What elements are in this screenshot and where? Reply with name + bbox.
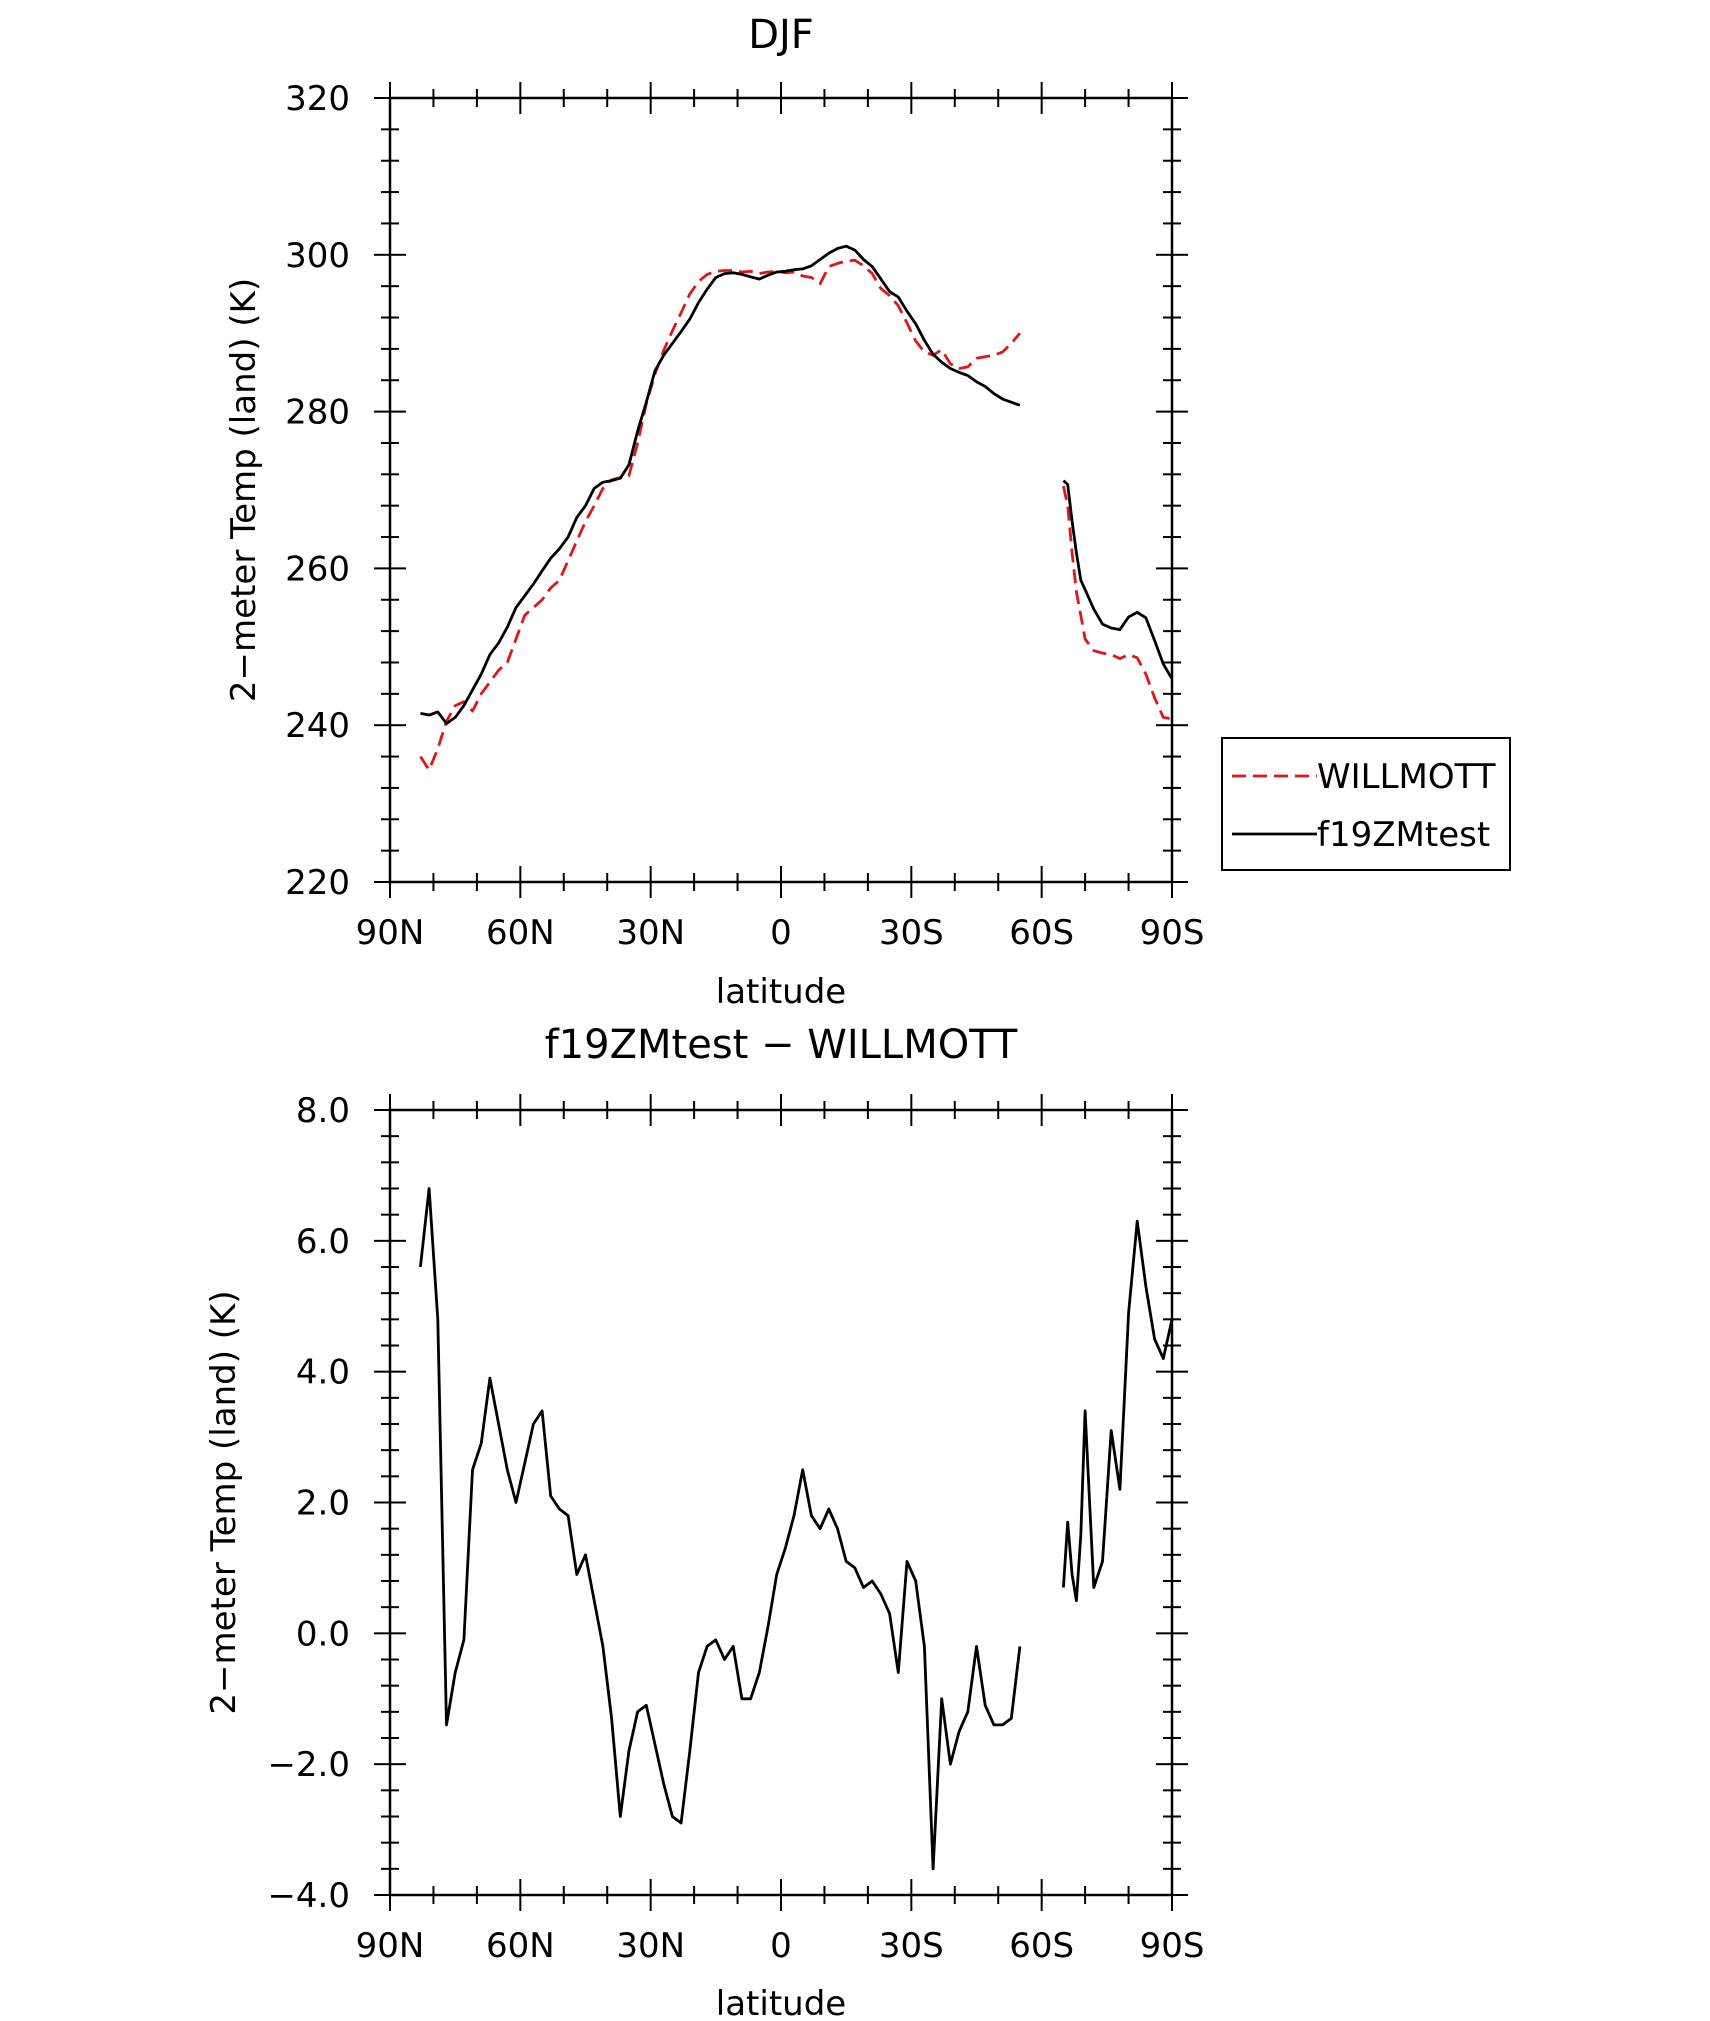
x-tick-label: 30S [879, 913, 944, 953]
x-tick-label: 60S [1009, 1926, 1074, 1966]
y-tick-label: 2.0 [296, 1484, 350, 1524]
x-tick-label: 30N [616, 913, 685, 953]
series-line-difference [419, 1187, 1022, 1871]
y-tick-label: −2.0 [267, 1745, 350, 1785]
x-tick-label: 60N [486, 913, 555, 953]
x-tick-label: 30S [879, 1926, 944, 1966]
series-line-f19zmtest [1062, 479, 1174, 680]
x-tick-label: 60S [1009, 913, 1074, 953]
chart-title: DJF [748, 12, 814, 58]
x-axis-title: latitude [716, 1984, 846, 2021]
bottom-difference-panel: f19ZMtest − WILLMOTT 90N 60N 30N 0 30S 60S 90S −… [204, 1022, 1204, 2021]
y-tick-label: 260 [285, 549, 350, 589]
x-tick-label: 90N [356, 913, 425, 953]
top-temperature-panel: DJF 90N 60N 30N 0 30S 60S 90S 220 240 260 280 300 320… [224, 12, 1511, 1012]
y-tick-label: 280 [285, 393, 350, 433]
y-tick-label: 300 [285, 236, 350, 276]
x-tick-label: 90S [1140, 913, 1205, 953]
legend-label: WILLMOTT [1317, 757, 1496, 797]
plot-frame [388, 96, 1174, 884]
x-axis-title: latitude [716, 972, 846, 1012]
chart-title: f19ZMtest − WILLMOTT [545, 1022, 1018, 1068]
y-axis-title: 2−meter Temp (land) (K) [204, 1290, 244, 1714]
x-tick-label: 0 [770, 1926, 792, 1966]
legend-box [1221, 737, 1511, 871]
y-axis-title: 2−meter Temp (land) (K) [224, 278, 264, 702]
x-tick-label: 90N [356, 1926, 425, 1966]
series-line-willmott [419, 258, 1021, 772]
y-tick-label: −4.0 [267, 1876, 350, 1916]
series-line-willmott [1062, 485, 1173, 721]
y-tick-label: 4.0 [296, 1353, 350, 1393]
x-tick-label: 0 [770, 913, 792, 953]
y-tick-label: 320 [285, 79, 350, 119]
plot-frame [388, 1108, 1174, 1897]
series-line-difference [1062, 1219, 1174, 1602]
x-tick-label: 60N [486, 1926, 555, 1966]
x-tick-label: 30N [616, 1926, 685, 1966]
y-tick-label: 6.0 [296, 1222, 350, 1262]
y-tick-label: 8.0 [296, 1091, 350, 1131]
series-line-f19zmtest [420, 244, 1021, 725]
legend-label: f19ZMtest [1317, 815, 1490, 855]
y-tick-label: 240 [285, 706, 350, 746]
y-tick-label: 0.0 [296, 1614, 350, 1654]
x-tick-label: 90S [1140, 1926, 1205, 1966]
y-tick-label: 220 [285, 863, 350, 903]
